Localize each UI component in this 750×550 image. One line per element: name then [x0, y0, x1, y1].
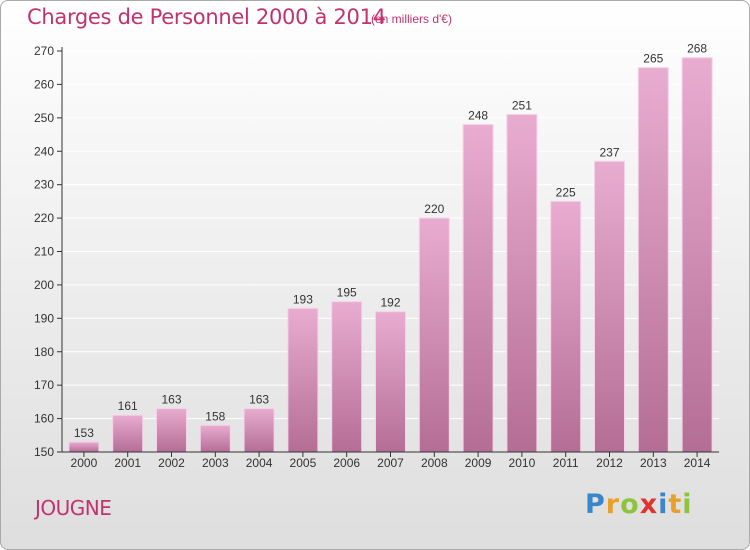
bar: [243, 408, 275, 453]
x-tick-label: 2008: [421, 456, 448, 470]
bar-value-label: 195: [337, 286, 357, 300]
bar: [681, 57, 713, 453]
y-axis: 150 160 170 180 190 200 210 220 230 240 250 260 270: [34, 44, 63, 459]
y-tick-label: 180: [34, 345, 54, 359]
x-tick-label: 2011: [553, 456, 579, 470]
y-tick-label: 210: [34, 245, 54, 259]
bar: [331, 301, 363, 453]
bar: [550, 200, 582, 453]
y-tick-label: 250: [34, 111, 54, 125]
bar-value-label: 225: [556, 185, 576, 199]
bar-value-label: 237: [599, 145, 619, 159]
y-tick-label: 200: [34, 278, 54, 292]
bar: [418, 217, 450, 453]
y-tick-label: 220: [34, 211, 54, 225]
bar: [287, 307, 319, 453]
x-tick-label: 2000: [71, 456, 98, 470]
bar: [199, 424, 231, 453]
x-tick-label: 2004: [246, 456, 273, 470]
x-tick-label: 2005: [290, 456, 317, 470]
bar: [594, 160, 625, 453]
bar-value-label: 268: [687, 42, 707, 56]
bars: 153 161 163 158 163 193 195 192 220 248 251 225 237 2…: [68, 42, 713, 453]
logo-letter: i: [658, 489, 669, 520]
x-tick-label: 2010: [509, 456, 536, 470]
x-axis: 2000 2001 2002 2003 2004 2005 2006 2007 2008 2009…: [62, 451, 719, 470]
bar-value-label: 251: [512, 98, 532, 112]
proxiti-logo[interactable]: Proxiti: [585, 489, 693, 520]
logo-letter: o: [620, 489, 640, 520]
bar: [506, 113, 538, 453]
logo-letter: r: [605, 489, 621, 520]
x-tick-label: 2013: [640, 456, 667, 470]
bar: [68, 441, 100, 453]
bar-value-label: 153: [74, 426, 94, 440]
x-tick-label: 2007: [377, 456, 404, 470]
logo-letter: t: [668, 489, 683, 520]
y-tick-label: 190: [34, 311, 54, 325]
commune-name: JOUGNE: [35, 496, 112, 520]
y-tick-label: 240: [34, 144, 54, 158]
bar-value-label: 265: [643, 52, 663, 66]
bar: [637, 67, 669, 453]
x-tick-label: 2012: [596, 456, 623, 470]
bar-value-label: 248: [468, 109, 488, 123]
bar-value-label: 158: [205, 409, 225, 423]
x-tick-label: 2006: [333, 456, 360, 470]
bar: [156, 408, 187, 453]
x-tick-label: 2009: [465, 456, 492, 470]
y-tick-label: 260: [34, 77, 54, 91]
y-tick-label: 150: [34, 445, 54, 459]
bar-value-label: 163: [249, 393, 269, 407]
x-tick-label: 2003: [202, 456, 229, 470]
bar: [462, 124, 494, 453]
logo-letter: x: [639, 489, 659, 520]
bar-value-label: 220: [424, 202, 444, 216]
bar-value-label: 192: [380, 296, 400, 310]
bar-value-label: 163: [161, 393, 181, 407]
bar-value-label: 193: [293, 292, 313, 306]
bar-value-label: 161: [118, 399, 138, 413]
chart-unit: (en milliers d'€): [371, 12, 452, 26]
y-tick-label: 230: [34, 178, 54, 192]
bar: [375, 311, 406, 453]
x-tick-label: 2014: [684, 456, 711, 470]
x-tick-label: 2001: [114, 456, 141, 470]
logo-letter: i: [682, 489, 693, 520]
logo-letter: P: [585, 489, 606, 520]
y-tick-label: 170: [34, 378, 54, 392]
y-tick-label: 270: [34, 44, 54, 58]
y-tick-label: 160: [34, 412, 54, 426]
x-tick-label: 2002: [158, 456, 185, 470]
chart-title: Charges de Personnel 2000 à 2014: [27, 5, 386, 29]
bar: [112, 414, 144, 453]
